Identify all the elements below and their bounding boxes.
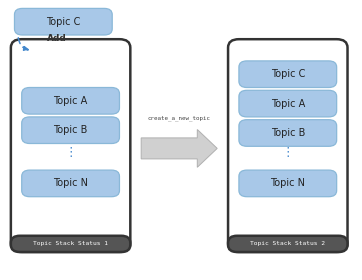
FancyBboxPatch shape	[228, 236, 348, 252]
FancyBboxPatch shape	[239, 170, 337, 197]
Text: Topic B: Topic B	[54, 125, 88, 135]
Text: Topic A: Topic A	[54, 96, 88, 106]
FancyBboxPatch shape	[239, 120, 337, 146]
Text: Topic B: Topic B	[271, 128, 305, 138]
FancyBboxPatch shape	[228, 39, 348, 252]
Text: Topic C: Topic C	[46, 17, 80, 27]
Text: Topic N: Topic N	[53, 178, 88, 188]
FancyBboxPatch shape	[11, 236, 130, 252]
Text: create_a_new_topic: create_a_new_topic	[148, 115, 211, 121]
FancyBboxPatch shape	[22, 117, 119, 143]
Text: Topic Stack Status 1: Topic Stack Status 1	[33, 241, 108, 246]
FancyBboxPatch shape	[14, 8, 112, 35]
Text: Topic N: Topic N	[270, 178, 305, 188]
Text: Topic Stack Status 2: Topic Stack Status 2	[250, 241, 325, 246]
Polygon shape	[141, 129, 217, 167]
Text: Topic A: Topic A	[271, 99, 305, 109]
FancyBboxPatch shape	[22, 170, 119, 197]
Text: ⋮: ⋮	[64, 146, 77, 159]
FancyBboxPatch shape	[11, 39, 130, 252]
FancyBboxPatch shape	[239, 90, 337, 117]
Text: Topic C: Topic C	[271, 69, 305, 79]
FancyBboxPatch shape	[22, 87, 119, 114]
Text: ⋮: ⋮	[282, 146, 294, 159]
FancyBboxPatch shape	[239, 61, 337, 87]
Text: Add: Add	[47, 34, 67, 43]
